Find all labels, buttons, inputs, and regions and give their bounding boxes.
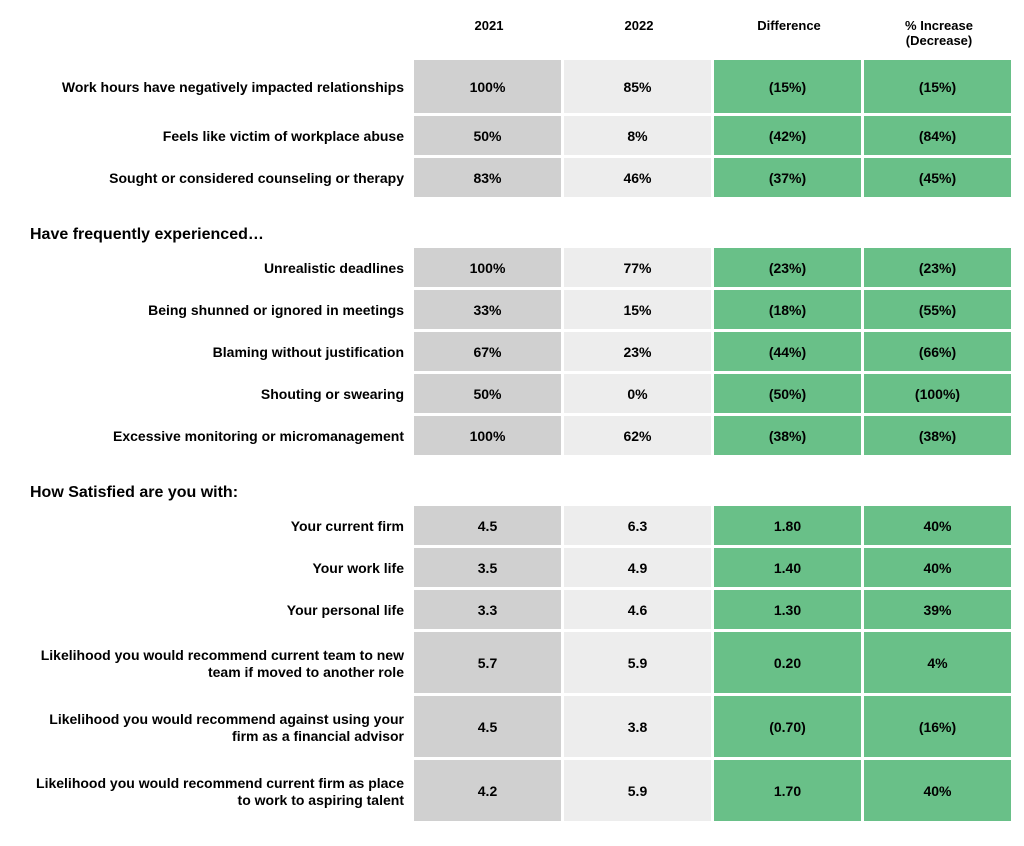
header-spacer bbox=[24, 14, 414, 52]
cell-2021: 100% bbox=[414, 416, 564, 458]
cell-difference: (44%) bbox=[714, 332, 864, 374]
cell-2022: 4.6 bbox=[564, 590, 714, 632]
cell-2022: 15% bbox=[564, 290, 714, 332]
cell-pct: (38%) bbox=[864, 416, 1014, 458]
cell-2021: 83% bbox=[414, 158, 564, 200]
cell-difference: 0.20 bbox=[714, 632, 864, 696]
header-2021: 2021 bbox=[414, 14, 564, 52]
cell-difference: (23%) bbox=[714, 248, 864, 290]
cell-difference: (50%) bbox=[714, 374, 864, 416]
row-label: Likelihood you would recommend current f… bbox=[24, 760, 414, 824]
cell-2022: 5.9 bbox=[564, 760, 714, 824]
section-heading: Have frequently experienced… bbox=[24, 208, 1014, 248]
cell-2021: 67% bbox=[414, 332, 564, 374]
cell-2022: 4.9 bbox=[564, 548, 714, 590]
cell-2022: 0% bbox=[564, 374, 714, 416]
cell-2022: 3.8 bbox=[564, 696, 714, 760]
cell-pct: (23%) bbox=[864, 248, 1014, 290]
header-pct: % Increase (Decrease) bbox=[864, 14, 1014, 52]
row-label: Feels like victim of workplace abuse bbox=[24, 116, 414, 158]
cell-2021: 33% bbox=[414, 290, 564, 332]
cell-difference: 1.40 bbox=[714, 548, 864, 590]
cell-pct: 4% bbox=[864, 632, 1014, 696]
cell-pct: (66%) bbox=[864, 332, 1014, 374]
cell-pct: 40% bbox=[864, 760, 1014, 824]
row-label: Shouting or swearing bbox=[24, 374, 414, 416]
cell-pct: (100%) bbox=[864, 374, 1014, 416]
cell-2022: 23% bbox=[564, 332, 714, 374]
cell-2021: 4.5 bbox=[414, 506, 564, 548]
cell-2022: 6.3 bbox=[564, 506, 714, 548]
cell-pct: (55%) bbox=[864, 290, 1014, 332]
cell-difference: (42%) bbox=[714, 116, 864, 158]
cell-difference: 1.30 bbox=[714, 590, 864, 632]
comparison-table: 2021 2022 Difference % Increase (Decreas… bbox=[24, 14, 1000, 832]
row-label: Your current firm bbox=[24, 506, 414, 548]
row-label: Excessive monitoring or micromanagement bbox=[24, 416, 414, 458]
header-difference: Difference bbox=[714, 14, 864, 52]
cell-2021: 100% bbox=[414, 248, 564, 290]
row-label: Likelihood you would recommend against u… bbox=[24, 696, 414, 760]
cell-pct: (84%) bbox=[864, 116, 1014, 158]
cell-2021: 3.3 bbox=[414, 590, 564, 632]
cell-2022: 8% bbox=[564, 116, 714, 158]
cell-difference: (37%) bbox=[714, 158, 864, 200]
cell-difference: (0.70) bbox=[714, 696, 864, 760]
cell-pct: (45%) bbox=[864, 158, 1014, 200]
row-label: Sought or considered counseling or thera… bbox=[24, 158, 414, 200]
cell-2022: 77% bbox=[564, 248, 714, 290]
cell-pct: (16%) bbox=[864, 696, 1014, 760]
cell-2022: 46% bbox=[564, 158, 714, 200]
cell-2021: 3.5 bbox=[414, 548, 564, 590]
header-2022: 2022 bbox=[564, 14, 714, 52]
cell-2021: 50% bbox=[414, 116, 564, 158]
row-label: Work hours have negatively impacted rela… bbox=[24, 60, 414, 116]
cell-2021: 5.7 bbox=[414, 632, 564, 696]
cell-2022: 62% bbox=[564, 416, 714, 458]
row-label: Your personal life bbox=[24, 590, 414, 632]
cell-2021: 4.5 bbox=[414, 696, 564, 760]
row-label: Likelihood you would recommend current t… bbox=[24, 632, 414, 696]
cell-difference: 1.70 bbox=[714, 760, 864, 824]
cell-2021: 4.2 bbox=[414, 760, 564, 824]
row-label: Unrealistic deadlines bbox=[24, 248, 414, 290]
cell-difference: (15%) bbox=[714, 60, 864, 116]
cell-difference: 1.80 bbox=[714, 506, 864, 548]
cell-2021: 100% bbox=[414, 60, 564, 116]
row-label: Being shunned or ignored in meetings bbox=[24, 290, 414, 332]
section-heading: How Satisfied are you with: bbox=[24, 466, 1014, 506]
cell-2021: 50% bbox=[414, 374, 564, 416]
cell-difference: (38%) bbox=[714, 416, 864, 458]
cell-pct: (15%) bbox=[864, 60, 1014, 116]
cell-2022: 85% bbox=[564, 60, 714, 116]
cell-pct: 40% bbox=[864, 506, 1014, 548]
row-label: Your work life bbox=[24, 548, 414, 590]
cell-difference: (18%) bbox=[714, 290, 864, 332]
cell-pct: 39% bbox=[864, 590, 1014, 632]
cell-2022: 5.9 bbox=[564, 632, 714, 696]
row-label: Blaming without justification bbox=[24, 332, 414, 374]
cell-pct: 40% bbox=[864, 548, 1014, 590]
